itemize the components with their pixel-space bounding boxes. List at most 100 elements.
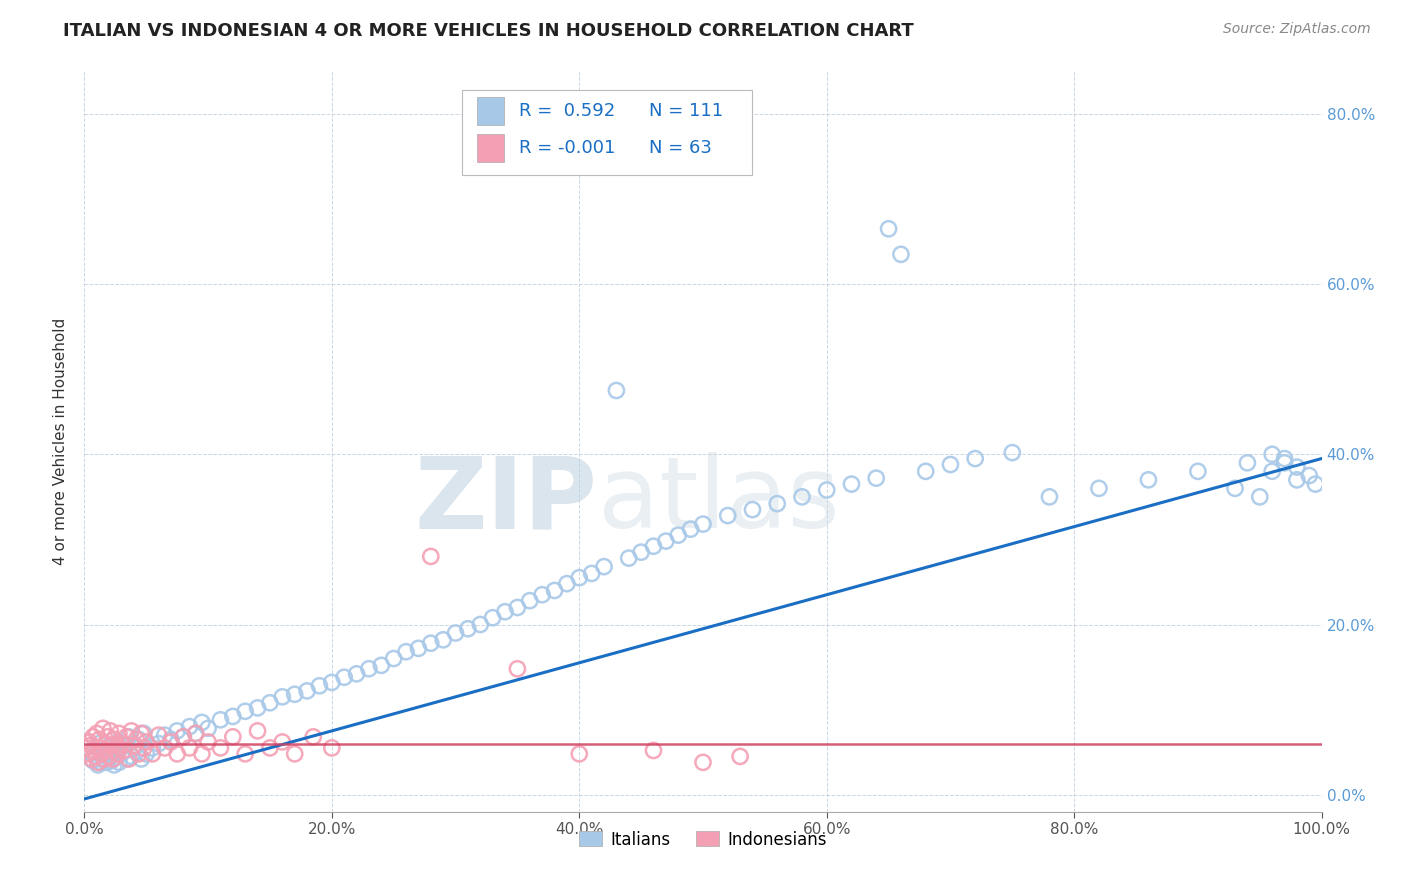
Point [86, 726, 108, 740]
Point [1088, 481, 1111, 495]
Point [172, 730, 194, 744]
Point [101, 752, 124, 766]
Point [197, 722, 219, 736]
Point [481, 610, 503, 624]
Point [302, 730, 325, 744]
Point [741, 502, 763, 516]
Point [555, 576, 578, 591]
Text: ITALIAN VS INDONESIAN 4 OR MORE VEHICLES IN HOUSEHOLD CORRELATION CHART: ITALIAN VS INDONESIAN 4 OR MORE VEHICLES… [63, 22, 914, 40]
Point [692, 517, 714, 532]
Point [728, 749, 751, 764]
Point [605, 384, 627, 398]
Point [112, 739, 135, 753]
Point [617, 551, 640, 566]
Text: R = -0.001: R = -0.001 [519, 138, 614, 157]
Point [108, 756, 131, 770]
Point [105, 739, 128, 753]
Point [419, 549, 441, 564]
Point [90, 747, 112, 761]
Point [107, 735, 129, 749]
Point [519, 593, 541, 607]
Point [166, 723, 188, 738]
Point [346, 666, 368, 681]
Point [506, 600, 529, 615]
Point [115, 752, 138, 766]
Point [98, 749, 121, 764]
Point [890, 247, 912, 261]
Point [148, 728, 170, 742]
Point [965, 451, 987, 466]
Point [122, 740, 145, 755]
Point [135, 747, 157, 761]
Point [1001, 445, 1024, 459]
Point [1038, 490, 1060, 504]
Point [98, 723, 121, 738]
Point [197, 735, 219, 749]
Point [112, 743, 135, 757]
Point [679, 522, 702, 536]
Point [1285, 473, 1308, 487]
Bar [477, 97, 503, 126]
Point [128, 747, 150, 761]
Point [568, 747, 591, 761]
Point [82, 730, 104, 744]
Text: Source: ZipAtlas.com: Source: ZipAtlas.com [1223, 22, 1371, 37]
Point [865, 471, 887, 485]
Point [246, 701, 269, 715]
Point [89, 756, 111, 770]
Point [321, 740, 343, 755]
Point [1261, 464, 1284, 478]
Point [141, 747, 163, 761]
Point [110, 747, 132, 761]
Point [87, 758, 110, 772]
Point [110, 737, 132, 751]
Point [370, 658, 392, 673]
Point [105, 750, 128, 764]
Point [89, 737, 111, 751]
Text: N = 111: N = 111 [648, 102, 723, 120]
Point [98, 751, 121, 765]
Point [179, 720, 201, 734]
Point [96, 756, 118, 770]
Point [655, 534, 678, 549]
Point [259, 740, 281, 755]
Point [115, 730, 138, 744]
Point [153, 728, 176, 742]
Point [191, 715, 214, 730]
Point [80, 752, 103, 766]
Point [284, 687, 307, 701]
Point [98, 747, 121, 761]
Point [103, 758, 125, 772]
Point [914, 464, 936, 478]
Point [1236, 456, 1258, 470]
Point [101, 739, 124, 753]
Point [643, 539, 665, 553]
Point [877, 221, 900, 235]
Point [444, 626, 467, 640]
Point [531, 588, 554, 602]
Point [1305, 477, 1327, 491]
Point [125, 745, 148, 759]
Point [89, 740, 111, 755]
Point [1261, 447, 1284, 461]
Point [129, 726, 152, 740]
Text: R =  0.592: R = 0.592 [519, 102, 614, 120]
Point [1223, 481, 1246, 495]
Point [717, 508, 740, 523]
Point [96, 743, 118, 757]
Point [83, 743, 105, 757]
Point [100, 739, 122, 753]
Point [87, 756, 110, 770]
Point [166, 747, 188, 761]
Point [79, 739, 101, 753]
Point [125, 732, 148, 747]
Point [1298, 468, 1320, 483]
Point [233, 704, 256, 718]
Point [132, 726, 155, 740]
Point [1187, 464, 1209, 478]
Point [382, 651, 405, 665]
Point [79, 735, 101, 749]
Point [209, 740, 232, 755]
FancyBboxPatch shape [461, 90, 752, 175]
Point [135, 735, 157, 749]
